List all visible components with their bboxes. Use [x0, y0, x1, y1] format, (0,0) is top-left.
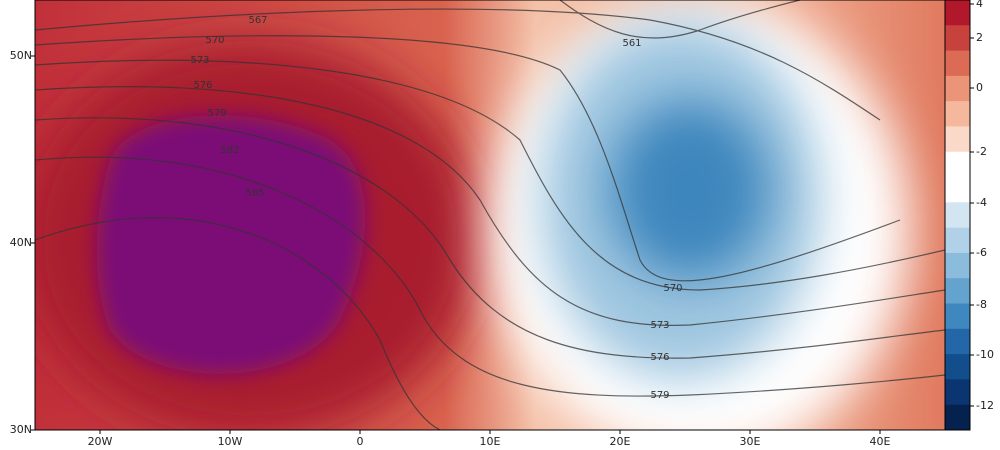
colorbar-label: -2 [976, 145, 987, 158]
lon-label: 20W [88, 435, 113, 448]
lat-label: 50N [10, 49, 32, 62]
contour-label: 573 [190, 55, 209, 66]
colorbar-bin [945, 227, 970, 254]
lon-label: 30E [740, 435, 761, 448]
colorbar-bin [945, 177, 970, 203]
lon-label: 10W [218, 435, 243, 448]
colorbar: 4 2 0 -2 -4 -6 -8 -10 -12 [944, 0, 994, 431]
contour-label: 582 [220, 145, 239, 156]
contour-label: 585 [245, 188, 264, 199]
contour-label: 573 [650, 320, 669, 331]
colorbar-label: -10 [976, 348, 994, 361]
lon-label: 40E [870, 435, 891, 448]
contour-label: 579 [650, 390, 669, 401]
colorbar-bin [945, 151, 970, 178]
contour-label: 576 [193, 80, 212, 91]
map-field [35, 0, 945, 430]
contour-label: 567 [248, 15, 267, 26]
colorbar-bin [945, 252, 970, 279]
colorbar-bin [945, 278, 970, 305]
colorbar-label: -6 [976, 246, 987, 259]
colorbar-bin [945, 404, 970, 431]
colorbar-bin [945, 354, 970, 380]
contour-label: 570 [663, 283, 682, 294]
colorbar-label: 2 [976, 31, 983, 44]
colorbar-bin [945, 0, 970, 26]
colorbar-label: 4 [976, 0, 983, 10]
colorbar-frame [944, 0, 971, 431]
colorbar-bin [945, 202, 970, 229]
colorbar-label: -8 [976, 298, 987, 311]
contour-label: 576 [650, 352, 669, 363]
colorbar-bin [945, 303, 970, 330]
lon-label: 10E [480, 435, 501, 448]
colorbar-bin [945, 379, 970, 406]
colorbar-bin [945, 50, 970, 77]
lat-label: 30N [10, 423, 32, 436]
colorbar-bin [945, 25, 970, 52]
colorbar-bin [945, 75, 970, 102]
contour-label: 561 [622, 38, 641, 49]
colorbar-bin [945, 126, 970, 153]
lat-label: 40N [10, 236, 32, 249]
contour-label: 570 [205, 35, 224, 46]
lon-label: 0 [357, 435, 364, 448]
colorbar-label: -4 [976, 196, 987, 209]
colorbar-label: 0 [976, 81, 983, 94]
colorbar-bin [945, 101, 970, 127]
contour-label: 579 [207, 108, 226, 119]
colorbar-label: -12 [976, 399, 994, 412]
lon-label: 20E [610, 435, 631, 448]
colorbar-bin [945, 328, 970, 355]
